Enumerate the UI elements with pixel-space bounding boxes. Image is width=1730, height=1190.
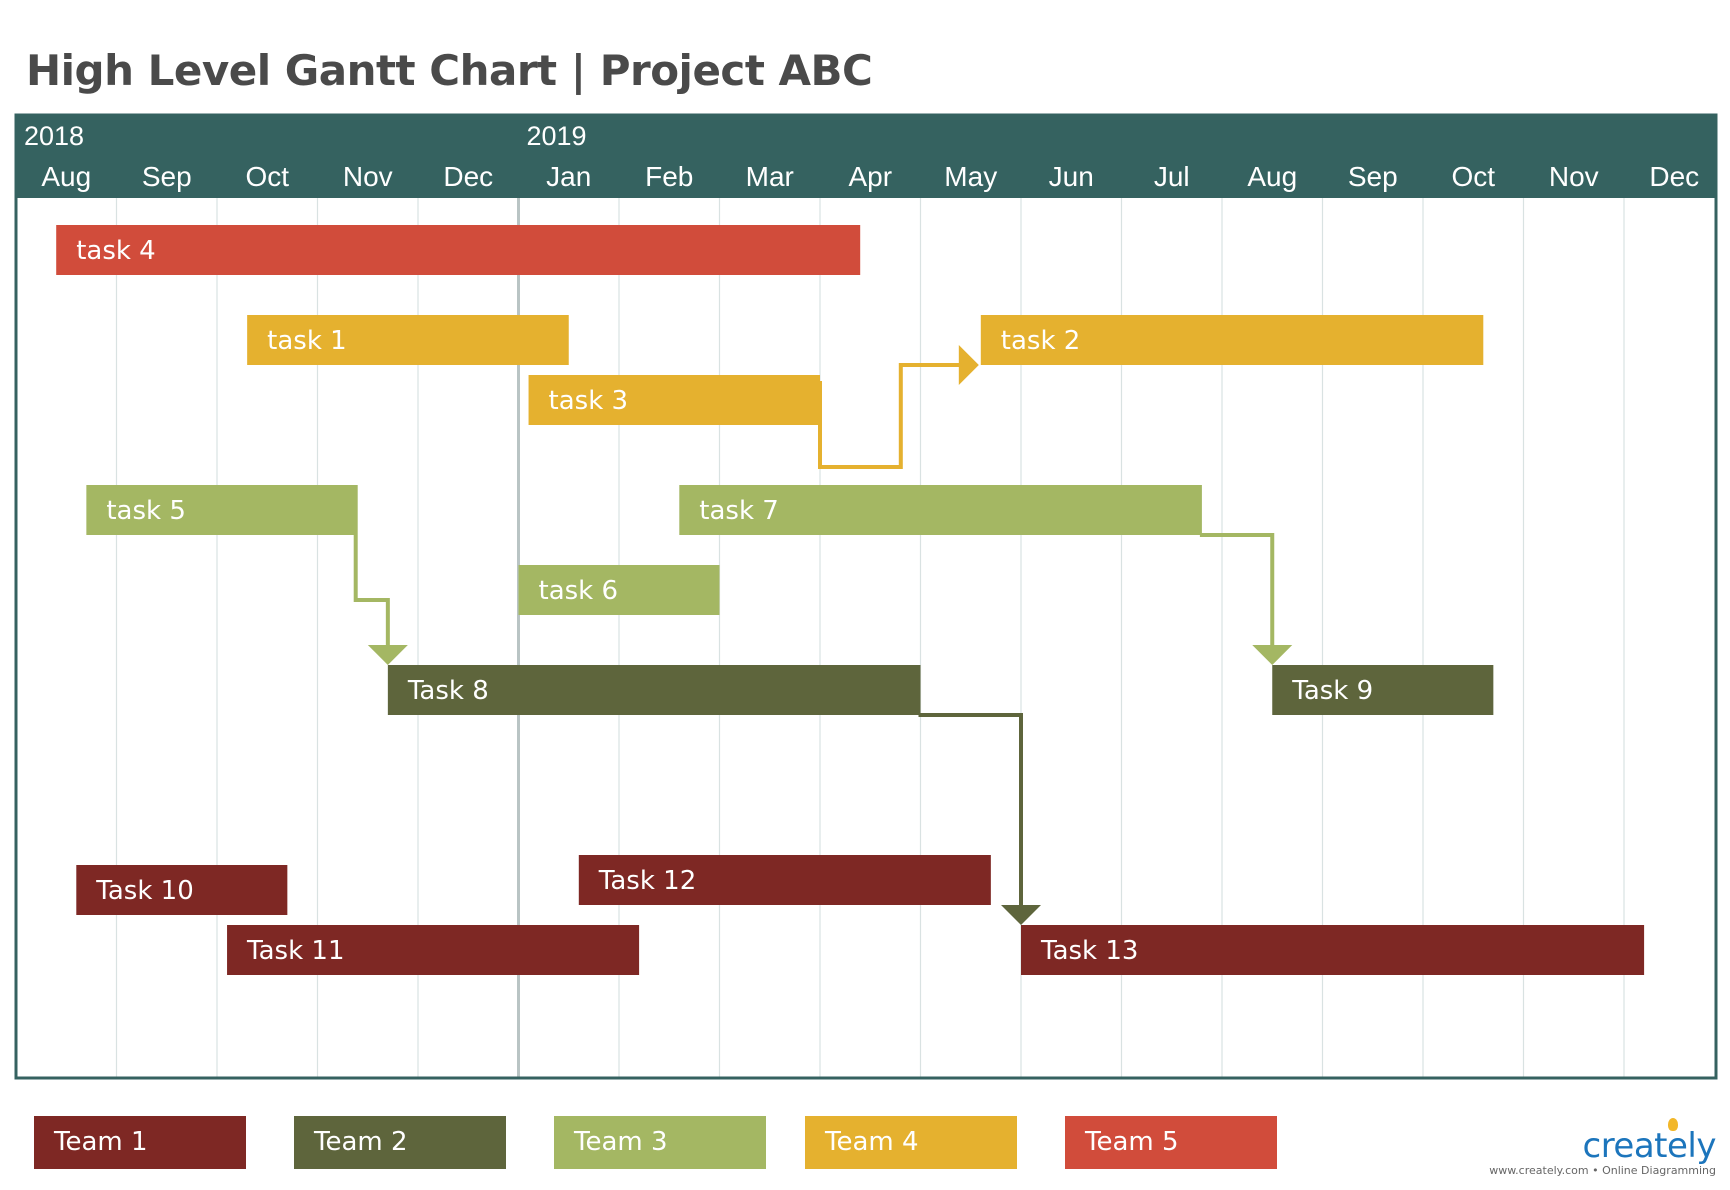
month-label: Jul — [1154, 161, 1190, 192]
task-bar-1[interactable] — [247, 315, 569, 365]
legend-item-team3: Team 3 — [554, 1116, 766, 1169]
dependency-connectors — [353, 345, 1293, 925]
arrow-down-icon — [1001, 905, 1041, 925]
arrow-right-icon — [958, 345, 979, 385]
task-bar-11[interactable] — [227, 925, 640, 975]
task-label: Task 9 — [1291, 676, 1373, 706]
gantt-chart: 2018 2019 Aug Sep Oct Nov Dec Jan Feb Mar Apr May Ju… — [14, 113, 1718, 1080]
task-bar-9[interactable] — [1272, 665, 1494, 715]
legend-item-team2: Team 2 — [294, 1116, 506, 1169]
task-bar-6[interactable] — [518, 565, 720, 615]
month-label: Apr — [848, 161, 892, 192]
task-bars: task 4 task 1 task 2 task 3 task 5 task 7 task… — [56, 225, 1645, 975]
task-bar-12[interactable] — [578, 855, 991, 905]
header-band — [16, 115, 1716, 198]
task-label: Task 11 — [246, 936, 344, 966]
task-bar-7[interactable] — [679, 485, 1202, 535]
task-label: Task 8 — [407, 676, 489, 706]
month-label: Jan — [546, 161, 591, 192]
month-label: Aug — [41, 161, 91, 192]
lightbulb-icon — [1668, 1118, 1678, 1131]
task-label: task 5 — [106, 496, 186, 526]
task-label: task 6 — [539, 576, 619, 606]
task-bar-8[interactable] — [387, 665, 921, 715]
task-label: task 1 — [267, 326, 347, 356]
task-label: task 2 — [1001, 326, 1081, 356]
month-label: Aug — [1247, 161, 1297, 192]
month-label: Sep — [142, 161, 192, 192]
month-label: Sep — [1348, 161, 1398, 192]
legend-item-team1: Team 1 — [34, 1116, 246, 1169]
legend-item-team4: Team 4 — [805, 1116, 1017, 1169]
task-label: task 4 — [76, 236, 156, 266]
task-bar-2[interactable] — [980, 315, 1484, 365]
timeline-header: 2018 2019 Aug Sep Oct Nov Dec Jan Feb Mar Apr May Ju… — [16, 115, 1716, 198]
month-label: Nov — [1549, 161, 1599, 192]
brand-tagline: www.creately.com • Online Diagramming — [1489, 1164, 1716, 1177]
month-label: Feb — [645, 161, 693, 192]
month-label: May — [944, 161, 997, 192]
month-label: Oct — [1451, 161, 1495, 192]
chart-frame — [14, 113, 1718, 1080]
creately-logo: creately www.creately.com • Online Diagr… — [1489, 1118, 1717, 1177]
month-label: Dec — [443, 161, 493, 192]
dependency-line — [1199, 533, 1275, 651]
task-bar-13[interactable] — [1021, 925, 1645, 975]
chart-title: High Level Gantt Chart | Project ABC — [26, 46, 873, 95]
dependency-line — [918, 713, 1023, 911]
dependency-line — [818, 363, 971, 469]
dependency-line — [353, 535, 390, 651]
legend-item-team5: Team 5 — [1065, 1116, 1277, 1169]
task-bar-4[interactable] — [56, 225, 861, 275]
task-label: Task 13 — [1040, 936, 1138, 966]
task-bar-10[interactable] — [76, 865, 288, 915]
task-bar-5[interactable] — [86, 485, 358, 535]
task-label: Task 12 — [598, 866, 696, 896]
task-bar-3[interactable] — [528, 375, 820, 425]
arrow-down-icon — [1252, 645, 1293, 665]
month-label: Oct — [245, 161, 289, 192]
year-label: 2019 — [527, 121, 587, 151]
month-label: Jun — [1049, 161, 1094, 192]
year-label: 2018 — [24, 121, 84, 151]
task-label: task 7 — [699, 496, 779, 526]
arrow-down-icon — [367, 645, 408, 665]
month-label: Dec — [1649, 161, 1699, 192]
month-label: Nov — [343, 161, 393, 192]
brand-name: creately — [1582, 1126, 1717, 1166]
task-label: task 3 — [549, 386, 629, 416]
month-label: Mar — [746, 161, 794, 192]
task-label: Task 10 — [95, 876, 193, 906]
